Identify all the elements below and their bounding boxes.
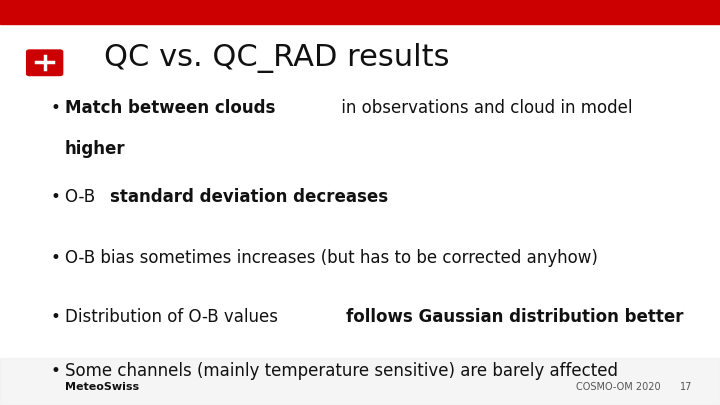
Text: O-B bias sometimes increases (but has to be corrected anyhow): O-B bias sometimes increases (but has to…	[65, 249, 598, 267]
Text: in observations and cloud in model: in observations and cloud in model	[336, 99, 633, 117]
Text: O-B: O-B	[65, 188, 100, 206]
Text: MeteoSwiss: MeteoSwiss	[65, 382, 139, 392]
Bar	[0, 0, 720, 24]
Text: Match between clouds: Match between clouds	[65, 99, 275, 117]
Text: follows Gaussian distribution better: follows Gaussian distribution better	[346, 308, 684, 326]
Text: 17: 17	[680, 382, 693, 392]
Text: QC vs. QC_RAD results: QC vs. QC_RAD results	[104, 43, 450, 72]
Text: Distribution of O-B values: Distribution of O-B values	[65, 308, 283, 326]
Text: standard deviation decreases: standard deviation decreases	[110, 188, 389, 206]
Text: •: •	[50, 308, 60, 326]
FancyBboxPatch shape	[27, 50, 63, 76]
Text: higher: higher	[65, 140, 125, 158]
Bar	[0, 358, 720, 405]
Text: •: •	[50, 362, 60, 380]
Text: •: •	[50, 249, 60, 267]
Text: Some channels (mainly temperature sensitive) are barely affected: Some channels (mainly temperature sensit…	[65, 362, 618, 380]
Text: •: •	[50, 99, 60, 117]
Text: COSMO-OM 2020: COSMO-OM 2020	[576, 382, 661, 392]
Text: •: •	[50, 188, 60, 206]
